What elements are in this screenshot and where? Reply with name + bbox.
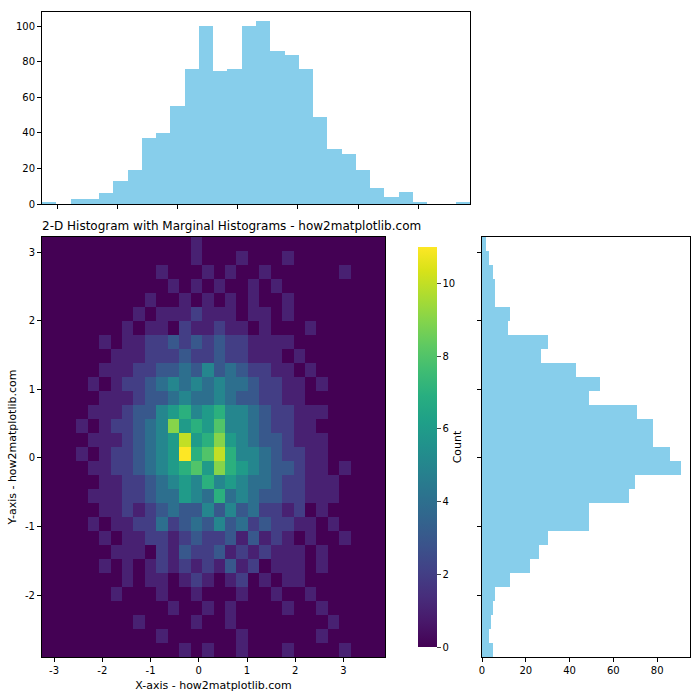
svg-text:0: 0 bbox=[479, 665, 485, 676]
svg-text:-3: -3 bbox=[49, 665, 59, 676]
svg-text:80: 80 bbox=[651, 665, 664, 676]
svg-text:0: 0 bbox=[196, 665, 202, 676]
svg-text:40: 40 bbox=[563, 665, 576, 676]
svg-text:4: 4 bbox=[443, 496, 449, 507]
svg-text:20: 20 bbox=[519, 665, 532, 676]
svg-text:60: 60 bbox=[607, 665, 620, 676]
svg-text:2: 2 bbox=[443, 569, 449, 580]
svg-text:3: 3 bbox=[340, 665, 346, 676]
svg-text:10: 10 bbox=[443, 278, 456, 289]
svg-text:0: 0 bbox=[443, 642, 449, 653]
svg-text:80: 80 bbox=[22, 56, 35, 67]
svg-text:-2: -2 bbox=[97, 665, 107, 676]
svg-text:Count: Count bbox=[451, 430, 464, 463]
svg-text:X-axis - how2matplotlib.com: X-axis - how2matplotlib.com bbox=[135, 679, 292, 692]
svg-text:20: 20 bbox=[22, 163, 35, 174]
svg-text:0: 0 bbox=[29, 452, 35, 463]
svg-text:100: 100 bbox=[16, 21, 35, 32]
svg-text:Y-axis - how2matplotlib.com: Y-axis - how2matplotlib.com bbox=[6, 369, 19, 525]
svg-text:6: 6 bbox=[443, 423, 449, 434]
svg-text:60: 60 bbox=[22, 92, 35, 103]
svg-text:40: 40 bbox=[22, 127, 35, 138]
svg-text:2-D Histogram with Marginal Hi: 2-D Histogram with Marginal Histograms -… bbox=[42, 219, 421, 233]
svg-text:3: 3 bbox=[29, 247, 35, 258]
svg-text:-1: -1 bbox=[146, 665, 156, 676]
svg-text:8: 8 bbox=[443, 351, 449, 362]
svg-text:2: 2 bbox=[292, 665, 298, 676]
svg-text:2: 2 bbox=[29, 315, 35, 326]
svg-text:0: 0 bbox=[29, 199, 35, 210]
svg-text:1: 1 bbox=[244, 665, 250, 676]
svg-text:-2: -2 bbox=[25, 590, 35, 601]
svg-text:-1: -1 bbox=[25, 521, 35, 532]
svg-text:1: 1 bbox=[29, 384, 35, 395]
